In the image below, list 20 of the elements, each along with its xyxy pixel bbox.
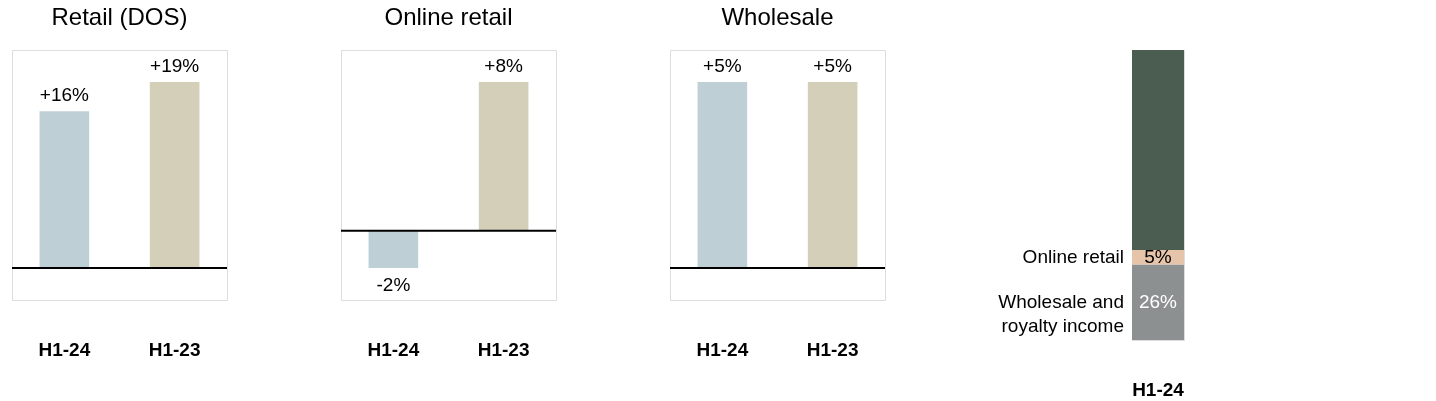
data-label: +5%	[813, 55, 853, 76]
data-label: 26%	[1138, 291, 1178, 313]
x-tick-label: H1-23	[806, 338, 859, 360]
data-label: 5%	[1144, 246, 1172, 268]
x-tick-label: H1-24	[38, 338, 91, 360]
x-tick-label: H1-23	[148, 338, 201, 360]
data-label: +8%	[484, 55, 524, 76]
data-label: +16%	[39, 84, 90, 106]
data-label: -2%	[376, 274, 411, 295]
chart-title: Online retail	[384, 3, 513, 30]
x-tick-label: H1-24	[1132, 378, 1185, 400]
x-tick-label: H1-24	[367, 338, 420, 360]
series-label: Online retail	[1022, 246, 1124, 268]
data-label: +19%	[150, 55, 200, 76]
data-label: +5%	[703, 55, 742, 76]
chart-title: Wholesale	[721, 3, 834, 30]
chart-title: Retail (DOS)	[51, 3, 188, 30]
series-label: Wholesale and royalty income	[998, 291, 1124, 337]
x-tick-label: H1-23	[477, 338, 530, 360]
x-tick-label: H1-24	[696, 338, 749, 360]
